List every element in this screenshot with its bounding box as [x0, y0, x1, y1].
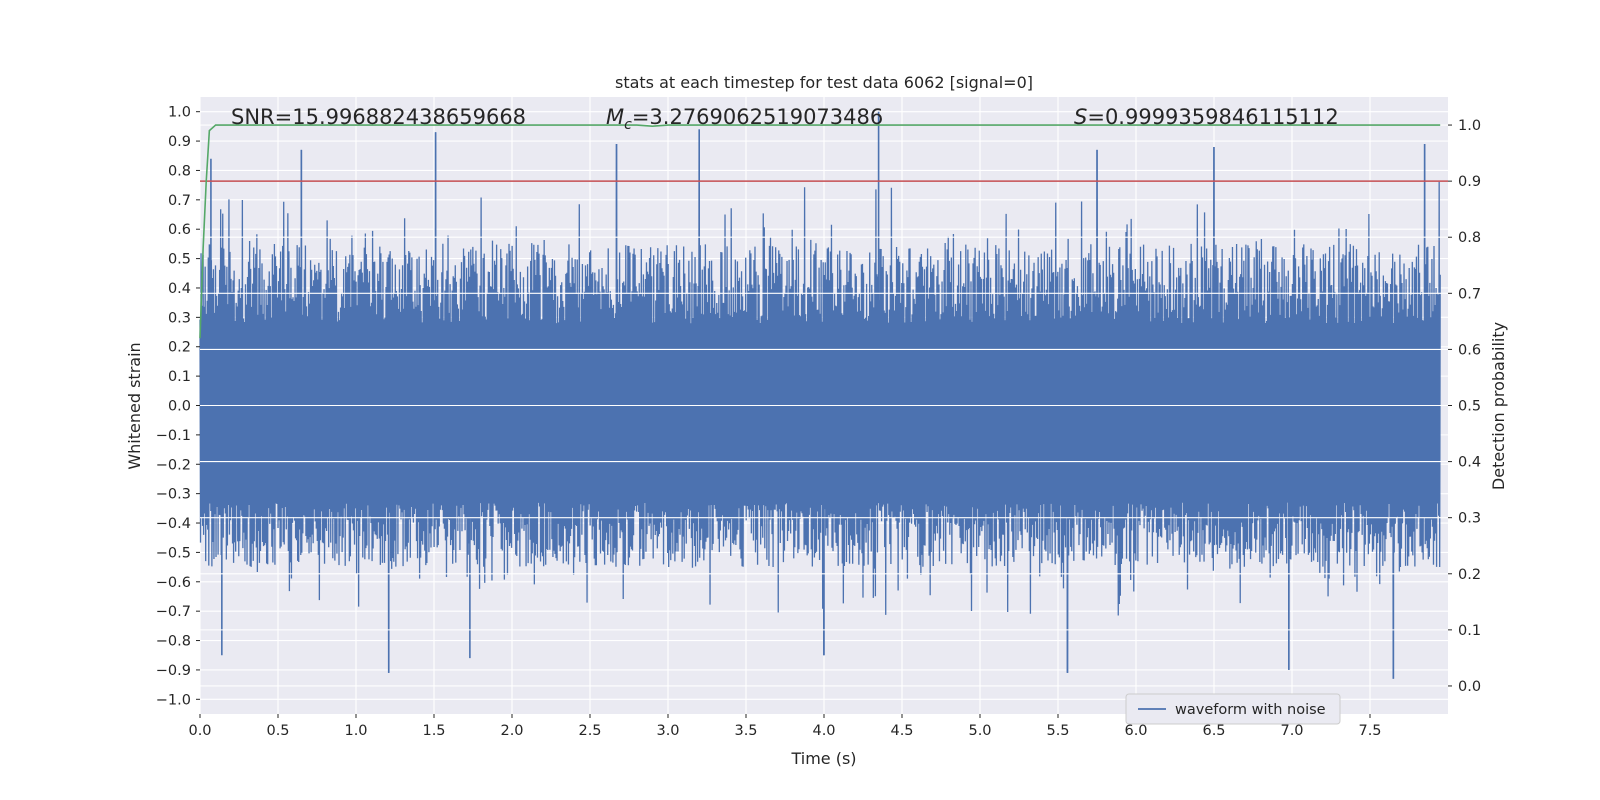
y-tick-label: −0.6 [156, 575, 191, 591]
y-axis-label: Whitened strain [125, 342, 144, 469]
x-tick-label: 0.0 [188, 723, 211, 739]
x-tick-label: 5.0 [968, 723, 991, 739]
legend-label: waveform with noise [1175, 702, 1326, 718]
waveform-line [199, 129, 1441, 679]
legend: waveform with noise [1125, 693, 1341, 725]
y-tick-label: −0.3 [156, 487, 191, 503]
y2-tick-label: 0.3 [1458, 511, 1481, 527]
y2-axis-label: Detection probability [1489, 322, 1508, 490]
ticks: 0.0 0.5 1.0 1.5 2.0 2.5 3.0 3.5 4.0 4.5 5.0 5.5 6.0 6… [156, 105, 1481, 739]
chart-title: stats at each timestep for test data 606… [615, 73, 1033, 92]
x-tick-label: 6.0 [1124, 723, 1147, 739]
y-tick-label: −0.2 [156, 457, 191, 473]
y-tick-label: −0.9 [156, 663, 191, 679]
x-tick-label: 7.5 [1358, 723, 1381, 739]
x-tick-label: 2.0 [500, 723, 523, 739]
y-tick-label: 0.3 [168, 310, 191, 326]
x-tick-label: 5.5 [1046, 723, 1069, 739]
y2-tick-label: 0.9 [1458, 174, 1481, 190]
overlays [199, 124, 1448, 687]
y-tick-label: 0.6 [168, 222, 191, 238]
chirp-mass-subscript: c [624, 117, 632, 133]
x-tick-label: 2.5 [578, 723, 601, 739]
y-tick-label: 0.8 [168, 163, 191, 179]
y-tick-label: 0.5 [168, 252, 191, 268]
x-tick-label: 1.0 [344, 723, 367, 739]
x-tick-label: 7.0 [1280, 723, 1303, 739]
y2-tick-label: 0.4 [1458, 455, 1481, 471]
score-symbol: S [1074, 105, 1087, 129]
x-tick-label: 3.0 [656, 723, 679, 739]
x-tick-label: 0.5 [266, 723, 289, 739]
x-tick-label: 4.0 [812, 723, 835, 739]
y2-tick-label: 0.2 [1458, 567, 1481, 583]
x-tick-label: 6.5 [1202, 723, 1225, 739]
y-tick-label: −1.0 [156, 692, 191, 708]
score-value: =0.9999359846115112 [1087, 105, 1338, 129]
snr-annotation: SNR=15.996882438659668 [231, 105, 526, 129]
y2-tick-label: 0.7 [1458, 286, 1481, 302]
legend-box [1125, 693, 1341, 725]
y2-tick-label: 0.5 [1458, 399, 1481, 415]
y-tick-label: 1.0 [168, 105, 191, 121]
y-tick-label: −0.5 [156, 545, 191, 561]
y-tick-label: −0.8 [156, 634, 191, 650]
y-tick-label: 0.2 [168, 340, 191, 356]
x-tick-label: 4.5 [890, 723, 913, 739]
chirp-mass-symbol: M [606, 105, 624, 129]
y2-tick-label: 0.6 [1458, 342, 1481, 358]
y-tick-label: 0.0 [168, 399, 191, 415]
y2-tick-label: 0.1 [1458, 623, 1481, 639]
y-tick-label: 0.7 [168, 193, 191, 209]
x-tick-label: 3.5 [734, 723, 757, 739]
chirp-mass-annotation: Mc=3.2769062519073486 [606, 105, 883, 133]
x-tick-label: 1.5 [422, 723, 445, 739]
y2-tick-label: 0.0 [1458, 679, 1481, 695]
y-tick-label: 0.9 [168, 134, 191, 150]
y2-tick-label: 0.8 [1458, 230, 1481, 246]
chirp-mass-value: =3.2769062519073486 [632, 105, 883, 129]
y2-tick-label: 1.0 [1458, 118, 1481, 134]
y-tick-label: 0.4 [168, 281, 191, 297]
y-tick-label: −0.1 [156, 428, 191, 444]
y-tick-label: −0.7 [156, 604, 191, 620]
detection-probability-line [199, 124, 1441, 339]
y-tick-label: −0.4 [156, 516, 191, 532]
score-annotation: S=0.9999359846115112 [1074, 105, 1339, 129]
x-axis-label: Time (s) [790, 749, 856, 768]
y-tick-label: 0.1 [168, 369, 191, 385]
